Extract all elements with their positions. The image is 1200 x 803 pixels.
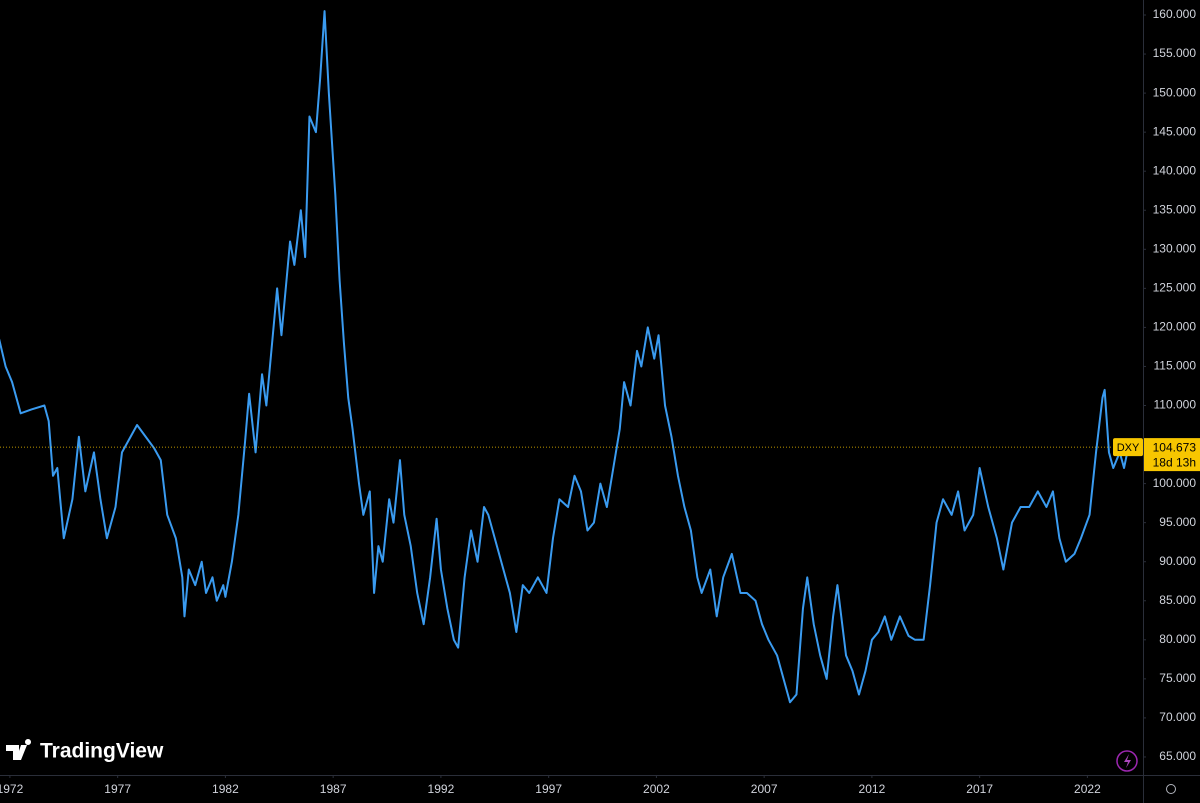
y-tick-label: 140.000 — [1153, 163, 1197, 177]
y-tick-label: 70.000 — [1159, 710, 1196, 724]
x-tick-label: 1997 — [535, 782, 562, 796]
y-tick-label: 120.000 — [1153, 320, 1197, 334]
x-tick-label: 2012 — [859, 782, 886, 796]
symbol-tag — [1113, 438, 1143, 457]
y-tick-label: 90.000 — [1159, 554, 1196, 568]
y-tick-label: 150.000 — [1153, 85, 1197, 99]
y-tick-label: 65.000 — [1159, 749, 1196, 763]
symbol-label: DXY — [1117, 442, 1140, 454]
settings-button[interactable] — [1166, 784, 1176, 794]
x-tick-label: 1987 — [320, 782, 347, 796]
x-tick-label: 2007 — [751, 782, 778, 796]
x-tick-label: 1992 — [428, 782, 455, 796]
flash-button[interactable] — [1116, 750, 1138, 772]
y-tick-label: 125.000 — [1153, 281, 1197, 295]
y-tick-label: 75.000 — [1159, 671, 1196, 685]
x-tick-label: 1972 — [0, 782, 24, 796]
logo: TradingView — [6, 739, 164, 763]
flash-icon[interactable] — [1116, 750, 1138, 772]
x-tick-label: 2017 — [966, 782, 993, 796]
x-tick-label: 1982 — [212, 782, 239, 796]
y-tick-label: 95.000 — [1159, 515, 1196, 529]
x-tick-label: 2022 — [1074, 782, 1101, 796]
y-tick-label: 85.000 — [1159, 593, 1196, 607]
y-tick-label: 110.000 — [1154, 398, 1197, 412]
price-line — [0, 10, 1130, 704]
y-tick-label: 155.000 — [1153, 46, 1197, 60]
y-tick-label: 130.000 — [1153, 241, 1197, 255]
logo-icon — [6, 739, 32, 760]
price-tag-value: 104.673 — [1153, 440, 1197, 454]
logo-text: TradingView — [40, 740, 164, 763]
flash-bolt — [1124, 754, 1131, 768]
price-tag — [1144, 438, 1200, 472]
settings-icon[interactable] — [1166, 784, 1176, 794]
x-tick-label: 1977 — [104, 782, 131, 796]
y-tick-label: 135.000 — [1153, 202, 1197, 216]
y-tick-label: 80.000 — [1159, 632, 1196, 646]
y-tick-label: 145.000 — [1153, 124, 1197, 138]
x-tick-label: 2002 — [643, 782, 670, 796]
y-tick-label: 100.000 — [1153, 476, 1197, 490]
y-tick-label: 160.000 — [1153, 7, 1197, 21]
y-tick-label: 115.000 — [1154, 359, 1197, 373]
price-tag-countdown: 18d 13h — [1153, 455, 1196, 469]
